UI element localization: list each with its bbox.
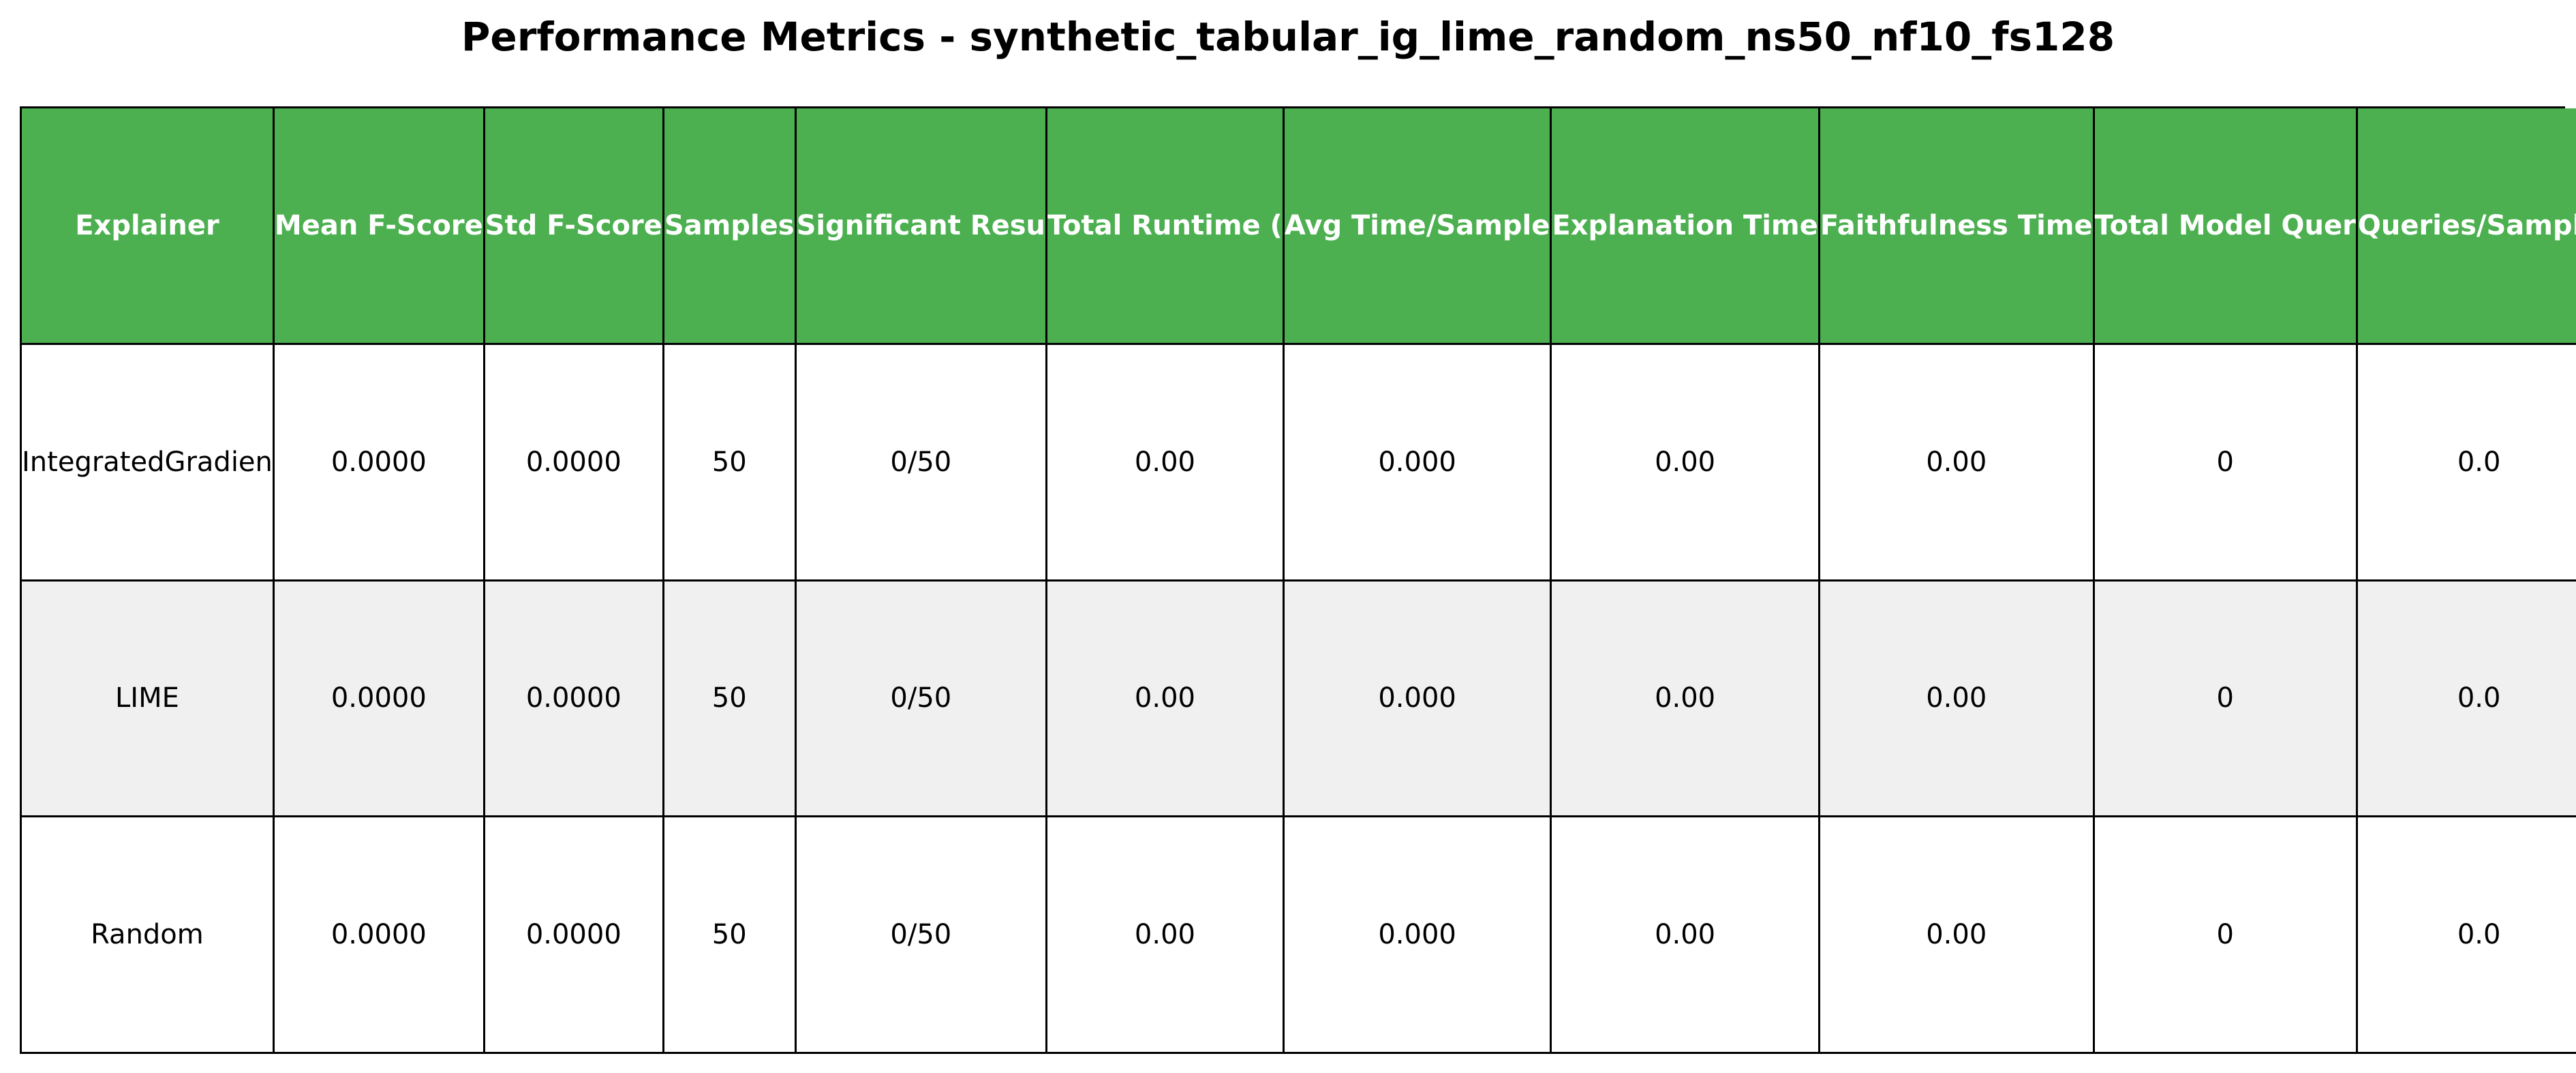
table-cell: 0.000 <box>1284 817 1552 1054</box>
table-cell: 0 <box>2094 344 2358 581</box>
cell-value: 0.000 <box>1378 919 1456 951</box>
cell-value: 0.000 <box>1378 446 1456 478</box>
cell-value: 0.0 <box>2457 446 2501 478</box>
table-cell: 0.00 <box>1047 817 1285 1054</box>
column-header: Samples <box>664 108 797 345</box>
cell-value: 0 <box>2216 919 2234 951</box>
column-header: Avg Time/Sample <box>1284 108 1552 345</box>
column-header: Explanation Time <box>1552 108 1820 345</box>
column-header: Std F-Score <box>485 108 664 345</box>
column-header-label: Faithfulness Time <box>1820 209 2093 241</box>
column-header-label: Explanation Time <box>1552 209 1818 241</box>
cell-value: IntegratedGradien <box>22 446 273 478</box>
column-header-label: Significant Resu <box>796 209 1046 241</box>
table-cell: 0.0000 <box>485 344 664 581</box>
cell-value: 0 <box>2216 446 2234 478</box>
cell-value: 50 <box>711 446 747 478</box>
column-header-label: Queries/Sample <box>2357 209 2576 241</box>
cell-value: 0.0000 <box>525 919 622 951</box>
cell-value: 0.000 <box>1378 682 1456 714</box>
cell-value: 0.0 <box>2457 682 2501 714</box>
cell-value: 0 <box>2216 682 2234 714</box>
table-cell: 0/50 <box>796 581 1048 818</box>
table-cell: 0.0000 <box>274 817 485 1054</box>
table-cell: 0.00 <box>1552 581 1820 818</box>
column-header-label: Total Model Quer <box>2094 209 2356 241</box>
cell-value: 0/50 <box>890 919 952 951</box>
cell-value: LIME <box>115 682 179 714</box>
table-cell: 0.00 <box>1552 817 1820 1054</box>
cell-value: 0.00 <box>1926 446 1987 478</box>
cell-value: 50 <box>711 682 747 714</box>
cell-value: 0.00 <box>1655 682 1716 714</box>
cell-value: 0/50 <box>890 682 952 714</box>
column-header: Significant Resu <box>796 108 1048 345</box>
chart-title: Performance Metrics - synthetic_tabular_… <box>461 14 2115 60</box>
column-header: Total Runtime ( <box>1047 108 1285 345</box>
table-cell: 0.00 <box>1820 817 2095 1054</box>
table-cell: 50 <box>664 344 797 581</box>
cell-value: 0.00 <box>1134 446 1195 478</box>
table-cell: 50 <box>664 581 797 818</box>
cell-value: 0.0 <box>2457 919 2501 951</box>
cell-value: 0/50 <box>890 446 952 478</box>
table-cell: 0/50 <box>796 817 1048 1054</box>
cell-value: 0.00 <box>1926 919 1987 951</box>
table-cell: 0/50 <box>796 344 1048 581</box>
table-cell: 0.00 <box>1552 344 1820 581</box>
column-header-label: Mean F-Score <box>274 209 483 241</box>
table-cell: 0.00 <box>1047 344 1285 581</box>
table-cell: 0.00 <box>1820 581 2095 818</box>
table-cell: 0.000 <box>1284 581 1552 818</box>
table-cell: 0.0 <box>2357 581 2576 818</box>
table-cell: 0 <box>2094 817 2358 1054</box>
column-header: Mean F-Score <box>274 108 485 345</box>
column-header-label: Samples <box>664 209 795 241</box>
column-header: Queries/Sample <box>2357 108 2576 345</box>
explainer-name-cell: IntegratedGradien <box>22 344 275 581</box>
cell-value: 0.00 <box>1926 682 1987 714</box>
cell-value: 0.0000 <box>525 682 622 714</box>
metrics-table: Explainer Mean F-Score Std F-Score Samples S… <box>20 106 2576 1054</box>
table-cell: 0.0000 <box>274 344 485 581</box>
table-cell: 0.0 <box>2357 344 2576 581</box>
cell-value: 0.00 <box>1655 446 1716 478</box>
table-cell: 0.0000 <box>485 581 664 818</box>
table-cell: 0.00 <box>1047 581 1285 818</box>
cell-value: 50 <box>711 919 747 951</box>
table-cell: 0 <box>2094 581 2358 818</box>
cell-value: 0.0000 <box>331 446 427 478</box>
column-header: Faithfulness Time <box>1820 108 2095 345</box>
table-cell: 0.0000 <box>274 581 485 818</box>
cell-value: 0.00 <box>1134 919 1195 951</box>
column-header-label: Explainer <box>75 209 219 241</box>
column-header: Explainer <box>22 108 275 345</box>
column-header-label: Total Runtime ( <box>1047 209 1283 241</box>
table-cell: 0.0 <box>2357 817 2576 1054</box>
cell-value: Random <box>91 919 204 951</box>
table-cell: 0.000 <box>1284 344 1552 581</box>
explainer-name-cell: LIME <box>22 581 275 818</box>
table-cell: 0.00 <box>1820 344 2095 581</box>
cell-value: 0.00 <box>1655 919 1716 951</box>
cell-value: 0.0000 <box>331 682 427 714</box>
table-cell: 50 <box>664 817 797 1054</box>
column-header-label: Avg Time/Sample <box>1284 209 1550 241</box>
column-header: Total Model Quer <box>2094 108 2358 345</box>
column-header-label: Std F-Score <box>485 209 662 241</box>
cell-value: 0.00 <box>1134 682 1195 714</box>
table-cell: 0.0000 <box>485 817 664 1054</box>
cell-value: 0.0000 <box>525 446 622 478</box>
explainer-name-cell: Random <box>22 817 275 1054</box>
cell-value: 0.0000 <box>331 919 427 951</box>
